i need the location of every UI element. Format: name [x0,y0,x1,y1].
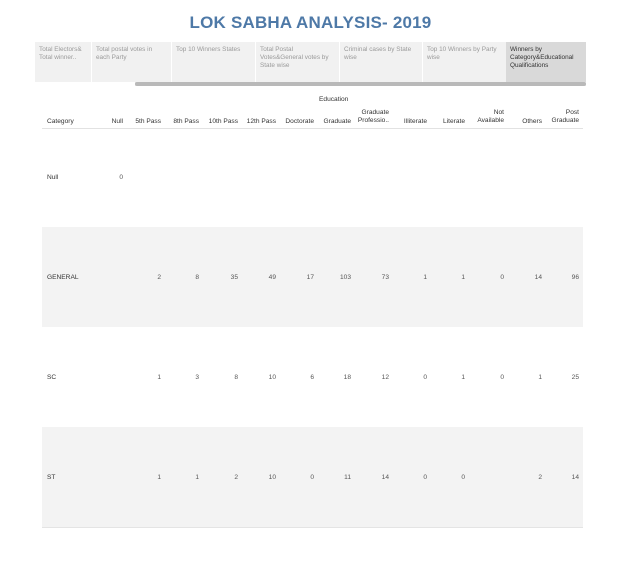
table-cell: 103 [339,274,351,281]
table-cell: 2 [234,474,238,481]
table-cell: 12 [381,374,389,381]
col-header-illiterate: Illiterate [403,118,427,125]
row-category-3: ST [47,474,56,481]
table-cell: 1 [461,374,465,381]
table-cell: 10 [268,474,276,481]
story-tab-bar: Total Electors& Total winner.. Total pos… [35,42,586,82]
col-header-5th-pass: 5th Pass [135,118,161,125]
tab-postal-votes-party[interactable]: Total postal votes in each Party [91,42,170,82]
table-cell: 2 [157,274,161,281]
col-header-others: Others [522,118,542,125]
table-cell: 8 [234,374,238,381]
group-header-education: Education [319,96,349,103]
table-cell: 49 [268,274,276,281]
tab-scrollbar-thumb[interactable] [135,82,586,86]
col-header-doctorate: Doctorate [285,118,314,125]
col-header-8th-pass: 8th Pass [173,118,199,125]
table-cell: 1 [157,474,161,481]
col-header-literate: Literate [443,118,465,125]
tab-criminal-cases[interactable]: Criminal cases by State wise [339,42,422,82]
table-cell: 1 [195,474,199,481]
row-category-0: Null [47,174,59,181]
table-cell: 1 [461,274,465,281]
table-cell: 0 [500,274,504,281]
table-cell: 0 [423,374,427,381]
table-cell: 1 [538,374,542,381]
table-cell: 0 [423,474,427,481]
row-category-1: GENERAL [47,274,79,281]
col-header-post-graduate: Post Graduate [551,109,580,124]
table-cell: 0 [461,474,465,481]
table-bottom-divider [42,527,583,528]
table-cell: 0 [119,174,123,181]
table-cell: 35 [230,274,238,281]
tab-postal-general-votes[interactable]: Total Postal Votes&General votes by Stat… [255,42,338,82]
table-cell: 14 [571,474,579,481]
table-cell: 0 [500,374,504,381]
table-cell: 17 [306,274,314,281]
table-cell: 25 [571,374,579,381]
col-header-12th-pass: 12th Pass [246,118,276,125]
col-header-not-available: Not Available [477,109,504,124]
col-header-graduate: Graduate [323,118,352,125]
table-cell: 18 [343,374,351,381]
table-cell: 2 [538,474,542,481]
header-divider [42,128,583,129]
col-header-10th-pass: 10th Pass [208,118,238,125]
col-header-null: Null [111,118,123,125]
table-cell: 73 [381,274,389,281]
tab-category-education[interactable]: Winners by Category&Educational Qualific… [506,42,586,82]
row-header-category: Category [47,118,74,125]
table-cell: 96 [571,274,579,281]
row-band-st [42,427,583,527]
table-cell: 14 [534,274,542,281]
table-cell: 3 [195,374,199,381]
table-cell: 6 [310,374,314,381]
row-category-2: SC [47,374,57,381]
table-cell: 14 [381,474,389,481]
tab-top10-states[interactable]: Top 10 Winners States [171,42,254,82]
tab-top10-party[interactable]: Top 10 Winners by Party wise [422,42,505,82]
table-cell: 11 [344,474,351,481]
table-cell: 8 [195,274,199,281]
table-cell: 0 [310,474,314,481]
table-cell: 1 [423,274,427,281]
dashboard-title: LOK SABHA ANALYSIS- 2019 [189,13,432,32]
table-cell: 1 [157,374,161,381]
tab-total-electors[interactable]: Total Electors& Total winner.. [39,46,82,61]
row-band-general [42,227,583,327]
table-cell: 10 [268,374,276,381]
col-header-graduate-professional: Graduate Professio.. [357,109,389,124]
